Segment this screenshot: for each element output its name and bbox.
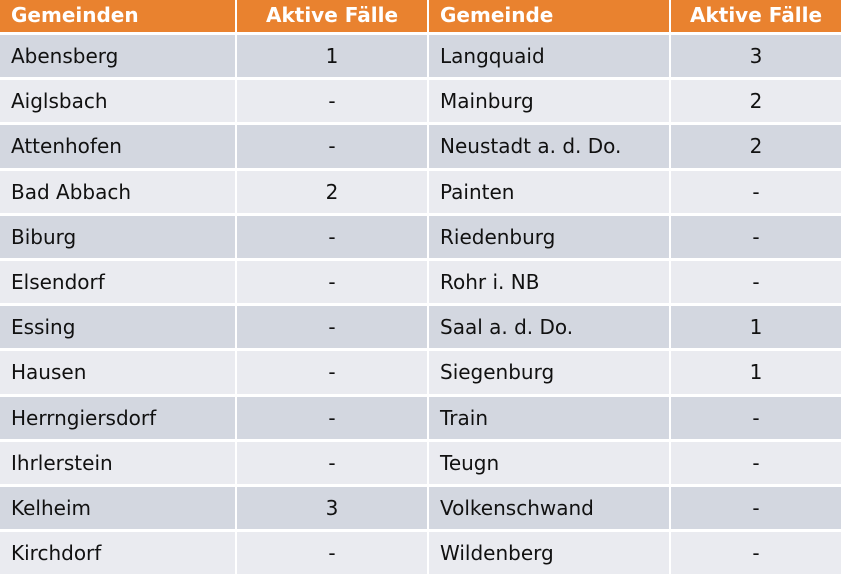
cell-municipality-right: Wildenberg [429,532,669,575]
cell-municipality-left: Elsendorf [0,260,235,304]
cell-cases-right: 2 [671,125,841,168]
cell-municipality-left: Herrngiersdorf [0,396,235,439]
cell-cases-right: 1 [671,306,841,349]
cell-municipality-left: Attenhofen [0,125,235,168]
cell-cases-left: 2 [237,170,427,213]
header-municipality-right: Gemeinde [429,0,669,32]
cell-municipality-left: Bad Abbach [0,170,235,213]
cell-cases-left: - [237,215,427,258]
cell-cases-left: - [237,125,427,168]
cell-cases-right: 3 [671,35,841,78]
cell-municipality-left: Ihrlerstein [0,441,235,484]
cell-cases-left: 3 [237,486,427,530]
cell-municipality-left: Kelheim [0,486,235,530]
cell-municipality-right: Siegenburg [429,351,669,394]
cell-municipality-right: Train [429,396,669,439]
cell-cases-left: 1 [237,35,427,78]
header-cases-right: Aktive Fälle [671,0,841,32]
cell-cases-right: 1 [671,351,841,394]
cell-municipality-left: Biburg [0,215,235,258]
cell-municipality-right: Riedenburg [429,215,669,258]
cell-cases-left: - [237,532,427,575]
cell-municipality-left: Aiglsbach [0,80,235,123]
cell-municipality-left: Kirchdorf [0,532,235,575]
cell-cases-right: - [671,260,841,304]
cell-cases-left: - [237,351,427,394]
cell-municipality-right: Langquaid [429,35,669,78]
cell-cases-left: - [237,306,427,349]
cell-cases-left: - [237,396,427,439]
cell-municipality-right: Teugn [429,441,669,484]
cell-municipality-right: Saal a. d. Do. [429,306,669,349]
cell-cases-right: - [671,215,841,258]
cell-municipality-right: Volkenschwand [429,486,669,530]
cell-cases-right: - [671,170,841,213]
cell-cases-right: 2 [671,80,841,123]
cell-municipality-right: Rohr i. NB [429,260,669,304]
cell-municipality-left: Hausen [0,351,235,394]
cell-cases-right: - [671,486,841,530]
cell-municipality-right: Neustadt a. d. Do. [429,125,669,168]
cell-cases-right: - [671,441,841,484]
cell-municipality-right: Mainburg [429,80,669,123]
cell-municipality-left: Essing [0,306,235,349]
cell-cases-right: - [671,532,841,575]
cell-municipality-left: Abensberg [0,35,235,78]
cell-cases-left: - [237,260,427,304]
header-municipality-left: Gemeinden [0,0,235,32]
cell-cases-left: - [237,441,427,484]
cell-cases-right: - [671,396,841,439]
header-cases-left: Aktive Fälle [237,0,427,32]
cell-municipality-right: Painten [429,170,669,213]
cell-cases-left: - [237,80,427,123]
